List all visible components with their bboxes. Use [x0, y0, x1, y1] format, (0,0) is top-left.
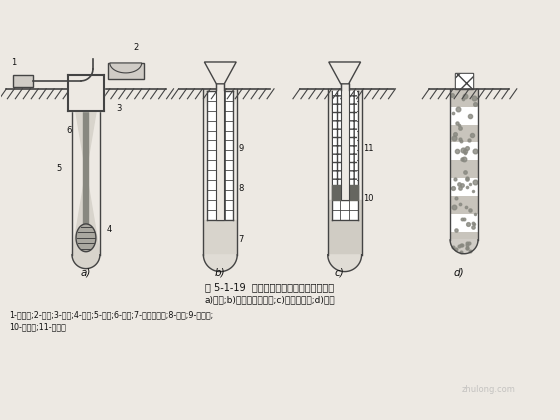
- Polygon shape: [76, 224, 96, 252]
- Polygon shape: [340, 63, 349, 200]
- Polygon shape: [13, 75, 33, 87]
- Text: 5: 5: [57, 164, 62, 173]
- Text: c): c): [335, 268, 344, 278]
- Polygon shape: [68, 75, 104, 110]
- Bar: [450, 232, 478, 240]
- Text: 2: 2: [133, 42, 138, 52]
- Polygon shape: [83, 75, 88, 225]
- Bar: [450, 89, 478, 107]
- Polygon shape: [203, 89, 237, 272]
- Text: a)钻孔;b)下钢筋笼及导管;c)灌注混凝土;d)成桩: a)钻孔;b)下钢筋笼及导管;c)灌注混凝土;d)成桩: [205, 295, 335, 304]
- Text: 8: 8: [238, 184, 244, 193]
- Bar: [450, 125, 478, 142]
- Polygon shape: [332, 91, 358, 220]
- Polygon shape: [450, 240, 478, 254]
- Polygon shape: [455, 73, 473, 89]
- Text: 6: 6: [67, 126, 72, 135]
- Bar: [450, 196, 478, 214]
- Text: 11: 11: [363, 144, 374, 153]
- Bar: [450, 178, 478, 196]
- Bar: [333, 91, 357, 185]
- Polygon shape: [216, 63, 224, 220]
- Text: zhulong.com: zhulong.com: [462, 385, 516, 394]
- Polygon shape: [328, 89, 362, 272]
- Text: a): a): [81, 268, 91, 278]
- Text: b): b): [215, 268, 226, 278]
- Text: 7: 7: [238, 235, 244, 244]
- Bar: [450, 160, 478, 178]
- Text: 10: 10: [363, 194, 374, 202]
- Polygon shape: [72, 89, 100, 269]
- Bar: [455, 73, 473, 89]
- Polygon shape: [204, 220, 236, 253]
- Text: 9: 9: [238, 144, 244, 153]
- Polygon shape: [450, 89, 478, 240]
- Text: d): d): [454, 268, 464, 278]
- Text: 1: 1: [11, 58, 16, 68]
- Polygon shape: [329, 62, 361, 84]
- Text: 1-泥浆泵;2-钻机;3-护筒;4-钻头;5-钻杆;6-泥浆;7-低密度泥浆;8-导管;9-钢筋笼;: 1-泥浆泵;2-钻机;3-护筒;4-钻头;5-钻杆;6-泥浆;7-低密度泥浆;8…: [10, 310, 213, 319]
- Text: 3: 3: [116, 104, 122, 113]
- Bar: [450, 107, 478, 125]
- Bar: [450, 214, 478, 232]
- Text: 10-隔水塞;11-混凝土: 10-隔水塞;11-混凝土: [10, 322, 66, 331]
- Polygon shape: [207, 91, 233, 220]
- Polygon shape: [110, 63, 142, 73]
- Polygon shape: [332, 185, 358, 200]
- Bar: [450, 142, 478, 160]
- Polygon shape: [329, 200, 361, 253]
- Text: 图 5-1-19  泥浆护壁钻孔灌注桩施工顺序图: 图 5-1-19 泥浆护壁钻孔灌注桩施工顺序图: [206, 283, 335, 292]
- Text: 4: 4: [106, 226, 111, 234]
- Polygon shape: [204, 62, 236, 84]
- Polygon shape: [108, 63, 144, 79]
